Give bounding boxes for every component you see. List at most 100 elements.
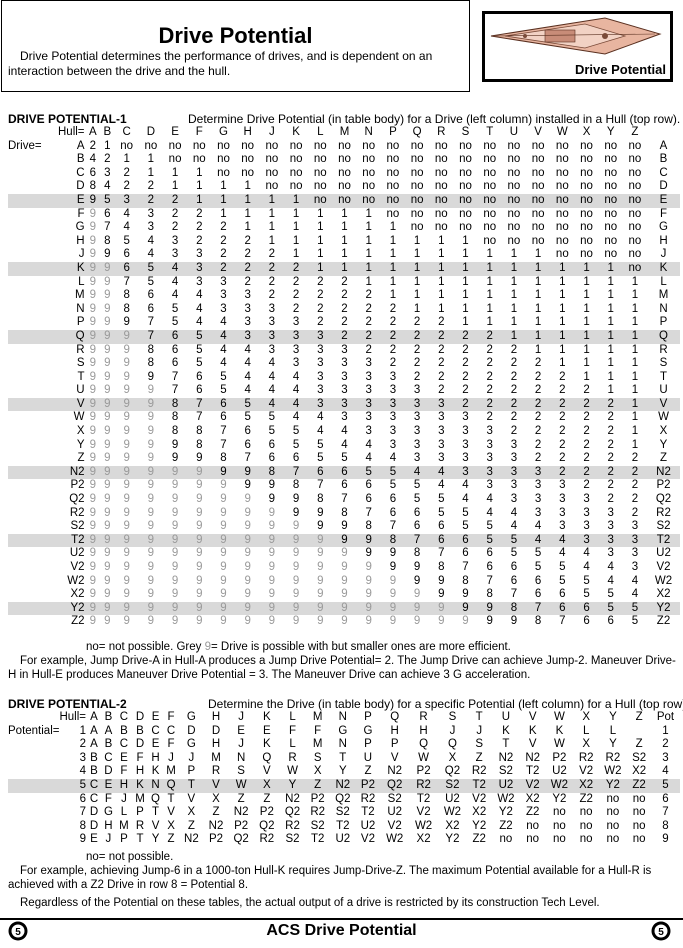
table-cell: Z	[475, 751, 483, 764]
table-cell: no	[606, 833, 620, 846]
table-cell: no	[580, 153, 593, 166]
table-cell: Z	[237, 792, 245, 805]
table-cell: 3	[259, 329, 284, 344]
table-cell: 9	[123, 357, 130, 370]
table-cell: 9	[123, 370, 130, 383]
table-cell: 2	[510, 411, 518, 424]
table2-header: DRIVE POTENTIAL-2 Determine the Drive (i…	[8, 698, 683, 710]
table-cell: 3	[365, 384, 372, 397]
table-cell: 1	[438, 302, 445, 315]
table-cell: 9	[244, 561, 251, 573]
table-cell: 1	[356, 261, 381, 276]
table-cell: 2	[211, 261, 236, 276]
table-cell: 2	[559, 384, 566, 397]
table-cell: K	[555, 724, 564, 737]
hull-header: H	[211, 711, 221, 723]
table-cell: no	[531, 207, 545, 220]
table-cell: 6	[486, 561, 493, 573]
table-cell: 9	[211, 465, 236, 480]
table-cell: X2	[632, 765, 647, 778]
table-cell: 3	[317, 384, 324, 397]
table-cell: 2	[259, 261, 284, 276]
potential-row-label: 2	[79, 738, 87, 751]
hull-header: U	[501, 711, 511, 723]
table-cell: 5	[477, 533, 502, 548]
hull-header: C	[119, 711, 129, 723]
table-cell: 2	[317, 316, 324, 329]
table-cell: 2	[365, 343, 372, 356]
table-cell: no	[429, 193, 454, 208]
table-cell: 4	[220, 357, 227, 370]
table-cell: 4	[244, 370, 251, 383]
table-cell: 2	[534, 452, 542, 465]
table-cell: 8	[317, 493, 324, 506]
table-cell: 9	[429, 601, 454, 616]
drive-potential-1-table: Hull= A B C D E F G H J K L M N P Q R S T U V W X Y Z Drive= A 2 1 no…	[8, 126, 680, 629]
table-cell: 2	[477, 397, 502, 412]
table-cell: 1	[341, 207, 348, 220]
table-cell: W2	[544, 778, 574, 793]
page-title: Drive Potential	[158, 23, 313, 48]
table-cell: 4	[462, 479, 469, 492]
table-cell: 4	[211, 329, 236, 344]
table-cell: 1	[607, 316, 614, 329]
table-cell: 9	[89, 384, 96, 397]
table-cell: S2	[285, 833, 300, 846]
table-cell: 6	[453, 533, 478, 548]
table-cell: 9	[462, 588, 469, 601]
table-cell: 3	[429, 397, 454, 412]
table-cell: 1	[534, 302, 542, 315]
table-cell: 1	[550, 329, 575, 344]
table-cell: 3	[356, 397, 381, 412]
table-cell: Z	[305, 778, 330, 793]
table-cell: 3	[308, 397, 333, 412]
table-cell: 9	[317, 615, 324, 628]
drive-row-label-right: T	[660, 370, 668, 383]
table-cell: 9	[123, 479, 130, 492]
table-cell: 9	[220, 561, 227, 573]
table-cell: 9	[268, 520, 276, 533]
table-cell: 5	[268, 411, 276, 424]
table-cell: M	[211, 751, 221, 764]
table-cell: X2	[472, 806, 487, 819]
table-cell: E	[90, 833, 98, 846]
table-cell: 1	[534, 316, 542, 329]
table-cell: 5	[268, 425, 276, 438]
table-row: Potential= 1 A A B B C C D D E E F F G G H H J J K K K L L 1	[8, 725, 680, 739]
table-cell: Y	[609, 738, 617, 751]
drive-row-label-right: X	[659, 425, 668, 438]
table-cell: 4	[268, 370, 276, 383]
table-cell: no	[483, 153, 497, 166]
table-cell: J	[121, 792, 127, 805]
hull-header: B	[104, 711, 113, 723]
hull-header: M	[339, 126, 350, 138]
table-cell: 9	[244, 479, 251, 492]
table-cell: X	[313, 765, 322, 778]
table-cell: 1	[341, 234, 348, 247]
table-cell: 1	[574, 329, 599, 344]
table-cell: 2	[123, 180, 130, 193]
table-cell: 8	[292, 479, 300, 492]
table-cell: 9	[196, 493, 203, 506]
table-cell: 9	[308, 533, 333, 548]
table-cell: 9	[89, 438, 96, 451]
table-cell: 2	[171, 207, 179, 220]
table-cell: no	[313, 153, 327, 166]
table-cell: 2	[438, 316, 445, 329]
potential-row-label: 3	[79, 751, 87, 764]
table-cell: 3	[365, 411, 372, 424]
table-cell: 1	[631, 357, 639, 370]
table-cell: 2	[583, 411, 590, 424]
table-cell: K	[262, 738, 271, 751]
table-cell: 9	[114, 533, 139, 548]
drive-label: Drive=	[8, 139, 42, 152]
table-cell: 9	[89, 302, 96, 315]
table-cell: 1	[462, 302, 469, 315]
table-cell: no	[580, 139, 593, 152]
table-cell: no	[332, 193, 357, 208]
table-cell: 1	[559, 357, 566, 370]
table-cell: no	[362, 180, 376, 193]
table-cell: 1	[268, 221, 276, 234]
table-cell: 4	[292, 411, 300, 424]
table-cell: 1	[220, 207, 227, 220]
